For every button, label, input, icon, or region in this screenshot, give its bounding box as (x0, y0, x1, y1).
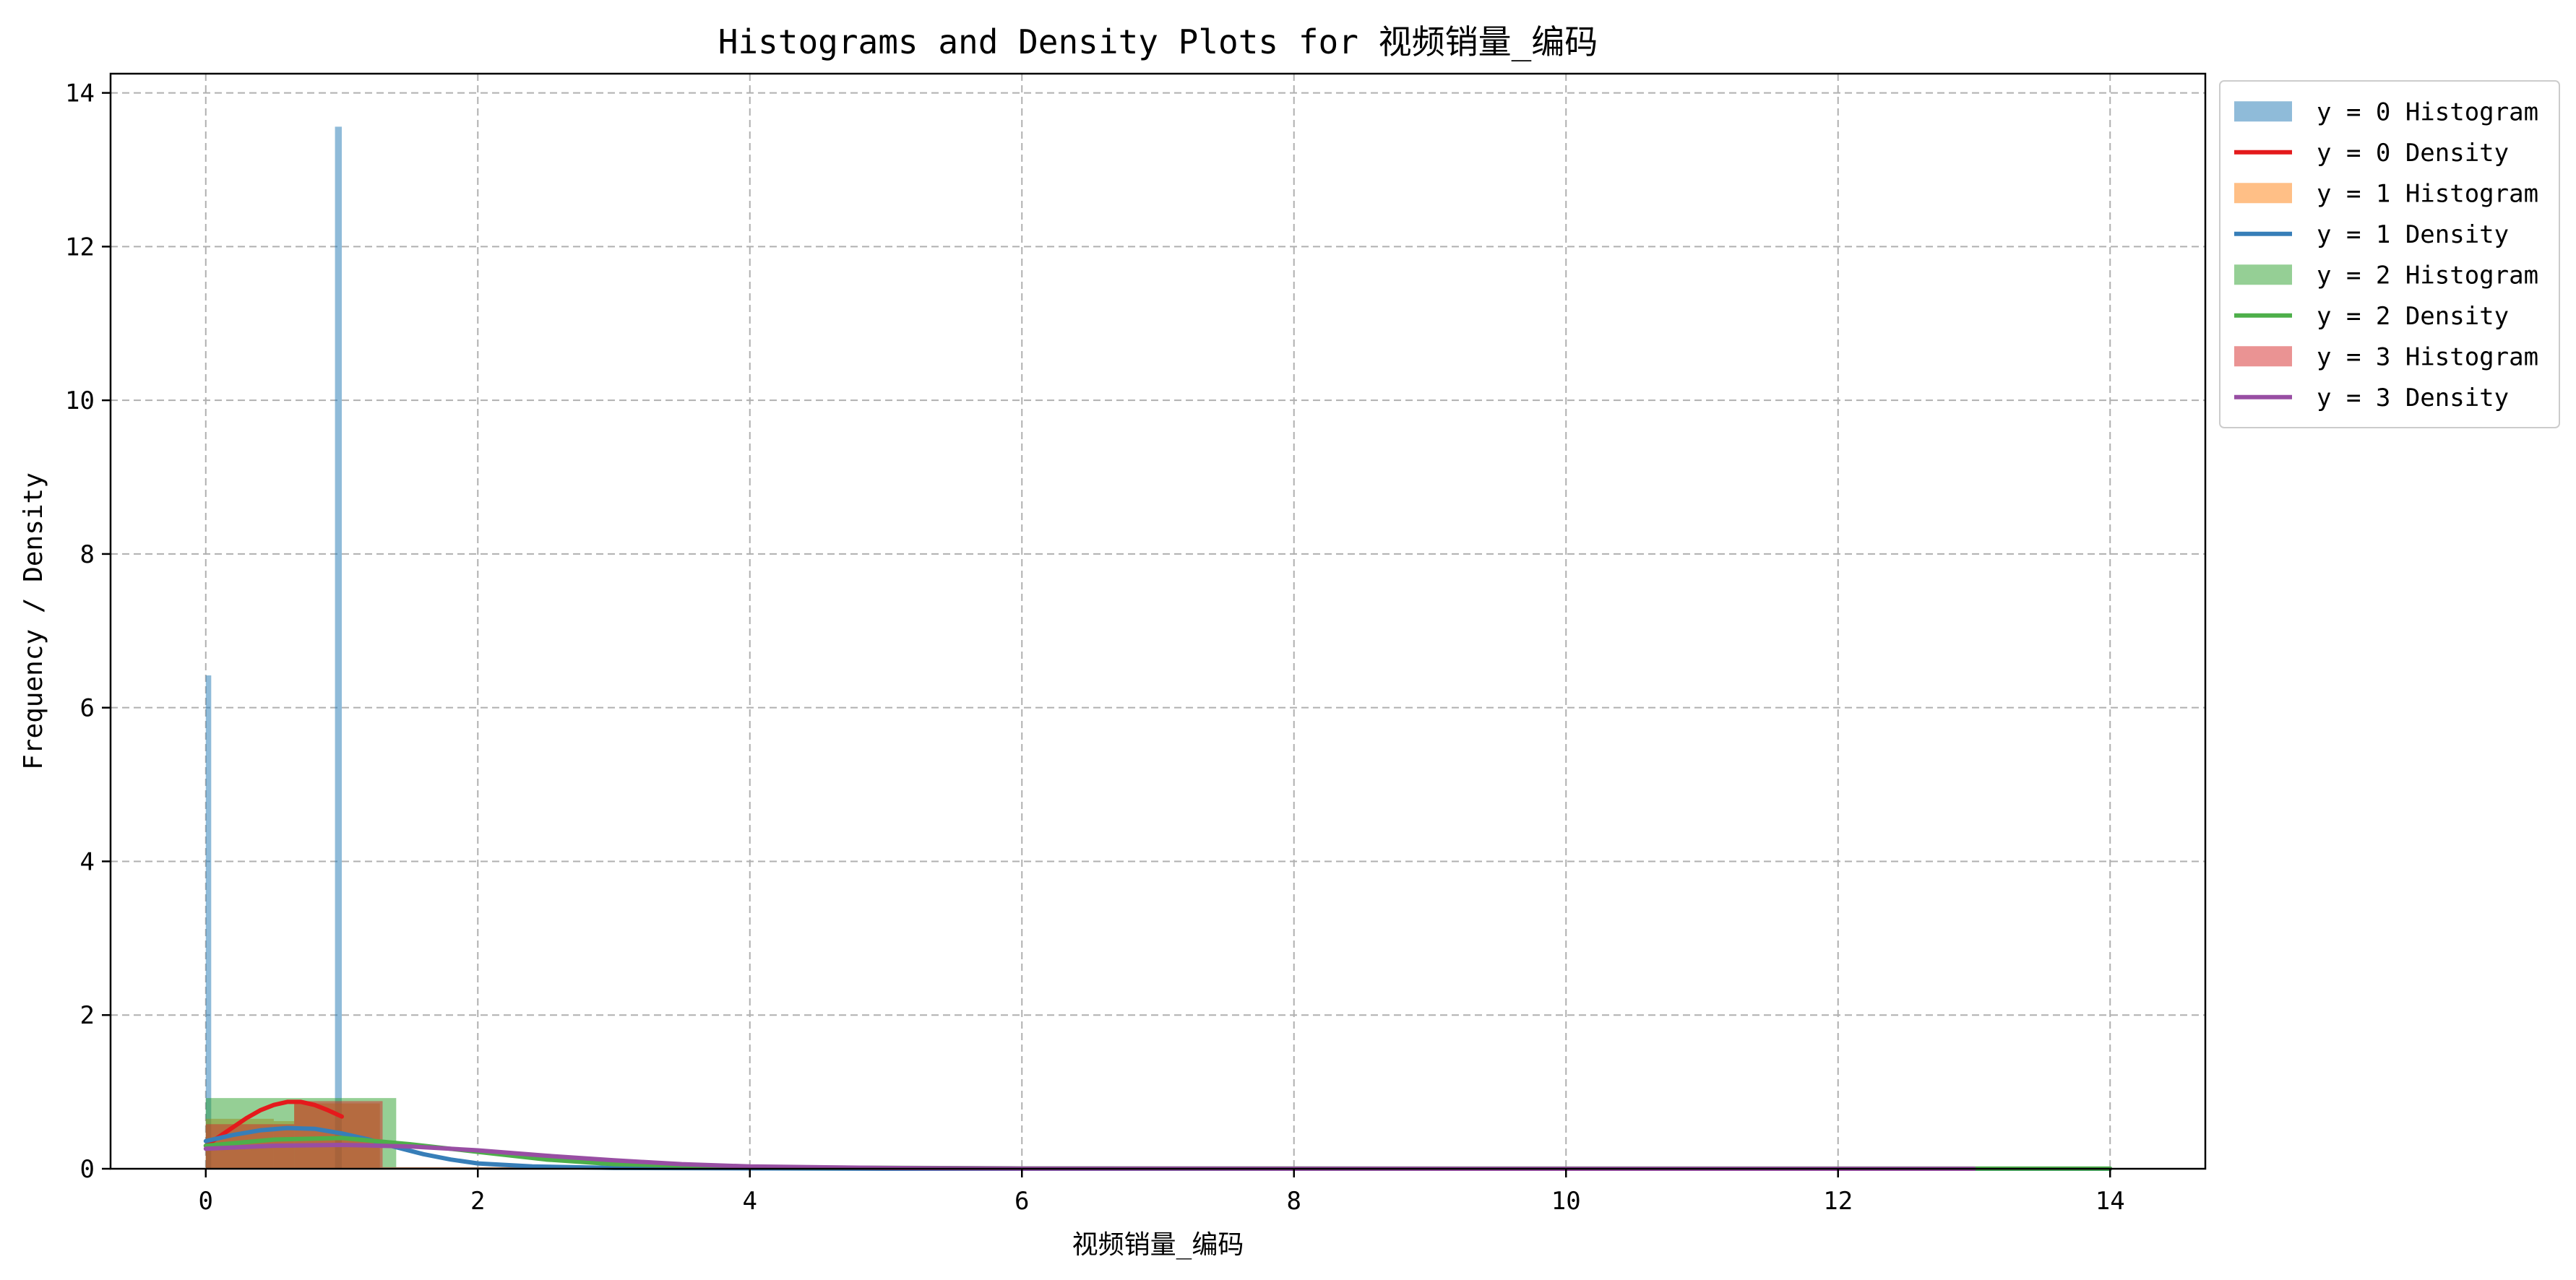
x-tick-label-5: 10 (1551, 1187, 1581, 1216)
legend-label-7: y = 3 Density (2317, 384, 2509, 412)
hist-bar-y0-1 (335, 126, 343, 1169)
y-tick-label-1: 2 (80, 1001, 95, 1030)
legend-item-6: y = 3 Histogram (2234, 342, 2538, 371)
x-tick-label-7: 14 (2095, 1187, 2125, 1216)
y-tick-label-0: 0 (80, 1155, 95, 1184)
legend-item-7: y = 3 Density (2234, 384, 2509, 412)
legend-label-2: y = 1 Histogram (2317, 179, 2538, 208)
legend-item-4: y = 2 Histogram (2234, 261, 2538, 290)
x-tick-label-6: 12 (1823, 1187, 1853, 1216)
density-curve-y0 (203, 1099, 344, 1149)
y-tick-label-4: 8 (80, 540, 95, 569)
y-tick-label-7: 14 (65, 79, 95, 108)
y-tick-label-5: 10 (65, 386, 95, 415)
x-axis-ticks: 0 2 4 6 8 10 12 14 (199, 1169, 2125, 1216)
legend-label-3: y = 1 Density (2317, 220, 2509, 249)
x-axis-label: 视频销量_编码 (1072, 1230, 1244, 1260)
chart-legend: y = 0 Histogram y = 0 Density y = 1 Histog… (2219, 80, 2560, 428)
legend-item-2: y = 1 Histogram (2234, 179, 2538, 208)
legend-swatch-4 (2234, 264, 2292, 285)
legend-label-1: y = 0 Density (2317, 139, 2509, 168)
plot-area-frame (109, 72, 2207, 1170)
y-tick-label-2: 4 (80, 847, 95, 876)
legend-swatch-6 (2234, 346, 2292, 367)
legend-item-0: y = 0 Histogram (2234, 98, 2538, 126)
legend-item-3: y = 1 Density (2234, 220, 2509, 249)
legend-label-5: y = 2 Density (2317, 302, 2509, 331)
y-axis-ticks: 0 2 4 6 8 10 12 14 (65, 79, 111, 1184)
legend-label-6: y = 3 Histogram (2317, 342, 2538, 371)
legend-label-0: y = 0 Histogram (2317, 98, 2538, 126)
y-tick-label-3: 6 (80, 694, 95, 723)
legend-frame (2219, 80, 2560, 428)
x-tick-label-1: 2 (470, 1187, 485, 1216)
hist-bar-y0-0 (205, 675, 212, 1169)
legend-item-1: y = 0 Density (2234, 139, 2509, 168)
chart-title: Histograms and Density Plots for 视频销量_编码 (718, 22, 1598, 61)
x-tick-label-3: 6 (1015, 1187, 1029, 1216)
legend-label-4: y = 2 Histogram (2317, 261, 2538, 290)
x-tick-label-4: 8 (1287, 1187, 1301, 1216)
y-tick-label-6: 12 (65, 233, 95, 261)
y-axis-label: Frequency / Density (19, 472, 48, 770)
x-tick-label-2: 4 (743, 1187, 757, 1216)
x-tick-label-0: 0 (199, 1187, 213, 1216)
legend-swatch-2 (2234, 183, 2292, 204)
legend-item-5: y = 2 Density (2234, 302, 2509, 331)
legend-swatch-0 (2234, 101, 2292, 122)
